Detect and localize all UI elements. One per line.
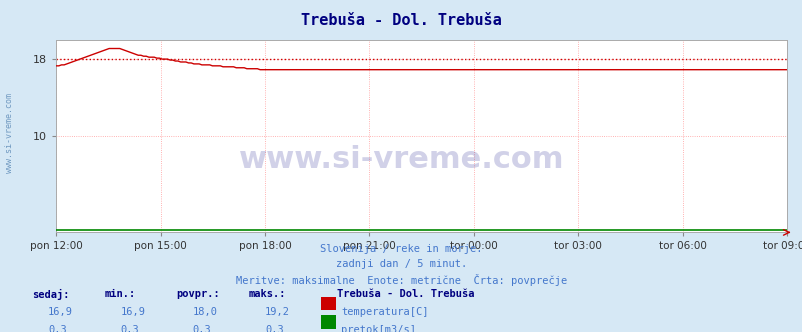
Text: 0,3: 0,3 — [192, 325, 211, 332]
Text: 16,9: 16,9 — [48, 307, 73, 317]
Text: min.:: min.: — [104, 289, 136, 299]
Text: 0,3: 0,3 — [48, 325, 67, 332]
Text: 19,2: 19,2 — [265, 307, 290, 317]
Text: temperatura[C]: temperatura[C] — [341, 307, 428, 317]
Text: zadnji dan / 5 minut.: zadnji dan / 5 minut. — [335, 259, 467, 269]
Text: sedaj:: sedaj: — [32, 289, 70, 300]
Text: Trebuša - Dol. Trebuša: Trebuša - Dol. Trebuša — [337, 289, 474, 299]
Text: www.si-vreme.com: www.si-vreme.com — [238, 145, 564, 174]
Text: 0,3: 0,3 — [120, 325, 139, 332]
Text: pretok[m3/s]: pretok[m3/s] — [341, 325, 415, 332]
Text: 0,3: 0,3 — [265, 325, 283, 332]
Text: maks.:: maks.: — [249, 289, 286, 299]
Text: Trebuša - Dol. Trebuša: Trebuša - Dol. Trebuša — [301, 13, 501, 28]
Text: Meritve: maksimalne  Enote: metrične  Črta: povprečje: Meritve: maksimalne Enote: metrične Črta… — [236, 274, 566, 286]
Text: 18,0: 18,0 — [192, 307, 217, 317]
Text: www.si-vreme.com: www.si-vreme.com — [5, 93, 14, 173]
Text: povpr.:: povpr.: — [176, 289, 220, 299]
Text: Slovenija / reke in morje.: Slovenija / reke in morje. — [320, 244, 482, 254]
Text: 16,9: 16,9 — [120, 307, 145, 317]
